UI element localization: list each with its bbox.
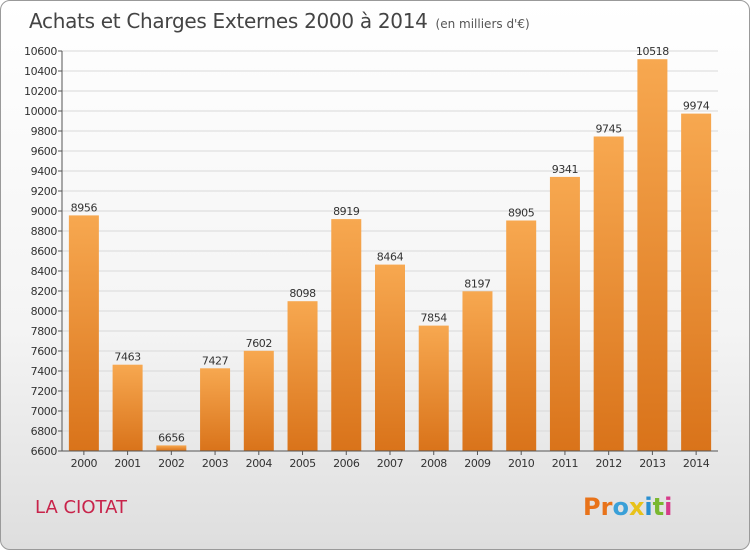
chart-title-text: Achats et Charges Externes 2000 à 2014 <box>29 9 428 33</box>
bars <box>68 59 712 451</box>
y-tick-label: 6600 <box>31 445 58 458</box>
commune-name: LA CIOTAT <box>35 497 128 518</box>
bar-2009 <box>462 291 493 451</box>
x-tick-label: 2014 <box>683 457 710 470</box>
x-tick-label: 2009 <box>464 457 491 470</box>
data-label-2010: 8905 <box>508 207 535 220</box>
y-tick-label: 7800 <box>31 325 58 338</box>
bar-2003 <box>200 368 231 451</box>
bar-2004 <box>243 350 274 451</box>
data-label-2013: 10518 <box>636 45 669 58</box>
data-label-2002: 6656 <box>158 431 185 444</box>
y-tick-label: 9400 <box>31 165 58 178</box>
x-tick-label: 2011 <box>552 457 578 470</box>
data-label-2001: 7463 <box>114 351 141 364</box>
data-label-2000: 8956 <box>71 201 98 214</box>
x-tick-label: 2006 <box>333 457 360 470</box>
x-tick-label: 2013 <box>639 457 666 470</box>
y-tick-label: 8800 <box>31 225 58 238</box>
data-label-2009: 8197 <box>464 277 491 290</box>
chart-title: Achats et Charges Externes 2000 à 2014 (e… <box>29 9 530 33</box>
bar-2002 <box>156 445 187 451</box>
bar-2000 <box>68 215 99 451</box>
y-tick-label: 8400 <box>31 265 58 278</box>
bar-2006 <box>331 219 362 451</box>
data-label-2005: 8098 <box>289 287 316 300</box>
y-tick-label: 8600 <box>31 245 58 258</box>
data-labels: 8956 7463 6656 7427 7602 8098 8919 8464 7854 8197… <box>71 45 710 444</box>
bar-2007 <box>375 264 405 451</box>
x-tick-label: 2004 <box>246 457 273 470</box>
bar-2001 <box>112 364 143 451</box>
y-tick-label: 10400 <box>24 65 57 78</box>
x-tick-label: 2001 <box>114 457 140 470</box>
bar-2013 <box>637 59 668 451</box>
logo-letter: i <box>664 493 673 521</box>
axes: 6600 6800 7000 7200 7400 7600 7800 8000 8200 8400… <box>24 45 718 470</box>
y-tick-label: 7400 <box>31 365 58 378</box>
x-tick-label: 2007 <box>377 457 404 470</box>
x-tick-label: 2010 <box>508 457 535 470</box>
proxiti-logo: Proxiti <box>583 493 672 521</box>
logo-letter: o <box>612 493 629 521</box>
y-tick-label: 8200 <box>31 285 58 298</box>
data-label-2014: 9974 <box>683 100 710 113</box>
data-label-2012: 9745 <box>595 123 622 136</box>
y-tick-label: 8000 <box>31 305 58 318</box>
y-tick-label: 7000 <box>31 405 58 418</box>
y-tick-label: 10600 <box>24 45 57 58</box>
bar-2012 <box>593 136 624 451</box>
x-tick-label: 2000 <box>71 457 98 470</box>
x-tick-label: 2005 <box>289 457 316 470</box>
x-tick-label: 2012 <box>595 457 621 470</box>
bar-2014 <box>681 113 712 451</box>
bar-2010 <box>506 220 537 451</box>
data-label-2006: 8919 <box>333 205 360 218</box>
logo-letter: t <box>652 493 665 521</box>
x-tick-label: 2002 <box>158 457 184 470</box>
x-tick-label: 2008 <box>421 457 448 470</box>
data-label-2004: 7602 <box>246 337 272 350</box>
chart-subtitle: (en milliers d'€) <box>435 17 530 31</box>
y-tick-label: 7200 <box>31 385 58 398</box>
data-label-2007: 8464 <box>377 251 404 264</box>
bar-2005 <box>287 301 318 451</box>
bar-2011 <box>549 176 580 451</box>
y-tick-label: 6800 <box>31 425 58 438</box>
y-tick-label: 9200 <box>31 185 58 198</box>
logo-letter: i <box>644 493 653 521</box>
y-tick-label: 9800 <box>31 125 58 138</box>
logo-letter: x <box>628 493 645 521</box>
data-label-2003: 7427 <box>202 354 229 367</box>
y-tick-label: 9600 <box>31 145 58 158</box>
data-label-2008: 7854 <box>421 312 448 325</box>
y-tick-label: 7600 <box>31 345 58 358</box>
y-tick-label: 10200 <box>24 85 57 98</box>
logo-letter: r <box>600 493 613 521</box>
bar-2008 <box>418 325 449 451</box>
data-label-2011: 9341 <box>552 163 578 176</box>
y-tick-label: 10000 <box>24 105 57 118</box>
x-tick-label: 2003 <box>202 457 229 470</box>
logo-letter: P <box>583 493 601 521</box>
y-tick-label: 9000 <box>31 205 58 218</box>
